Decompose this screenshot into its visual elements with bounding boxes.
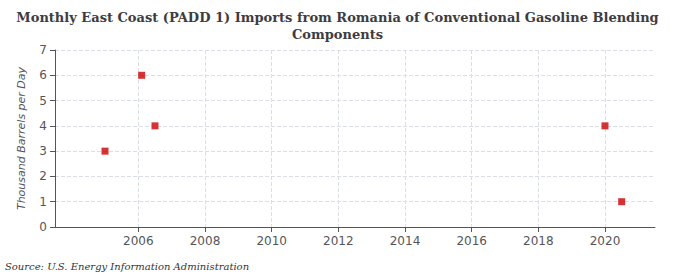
svg-text:Components: Components (292, 27, 383, 42)
svg-text:2018: 2018 (523, 234, 554, 248)
svg-text:2014: 2014 (390, 234, 421, 248)
svg-text:7: 7 (39, 43, 47, 57)
svg-text:Source: U.S. Energy Informatio: Source: U.S. Energy Information Administ… (5, 261, 249, 272)
svg-text:1: 1 (39, 195, 47, 209)
svg-text:2016: 2016 (456, 234, 487, 248)
svg-text:Monthly East Coast (PADD 1) Im: Monthly East Coast (PADD 1) Imports from… (16, 10, 658, 25)
svg-text:2006: 2006 (123, 234, 154, 248)
svg-text:3: 3 (39, 144, 47, 158)
svg-text:2: 2 (39, 169, 47, 183)
svg-text:Thousand Barrels per Day: Thousand Barrels per Day (15, 66, 28, 210)
svg-text:2008: 2008 (190, 234, 221, 248)
svg-text:2012: 2012 (323, 234, 354, 248)
svg-text:0: 0 (39, 220, 47, 234)
svg-text:5: 5 (39, 94, 47, 108)
svg-text:2020: 2020 (590, 234, 621, 248)
svg-text:2010: 2010 (256, 234, 287, 248)
svg-text:6: 6 (39, 68, 47, 82)
svg-text:4: 4 (39, 119, 47, 133)
